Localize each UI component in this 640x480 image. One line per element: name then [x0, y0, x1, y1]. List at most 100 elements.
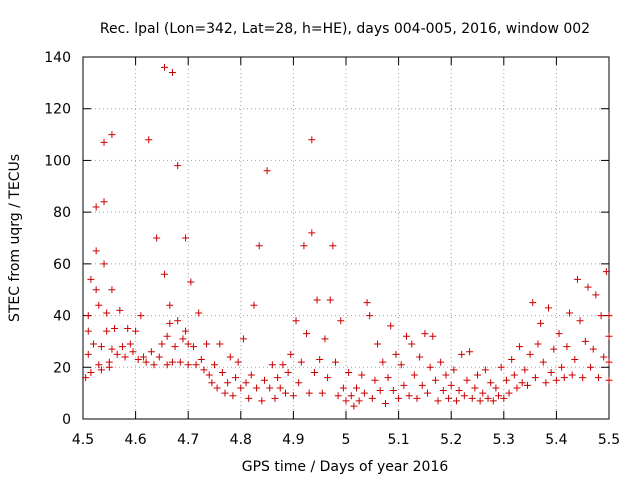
data-point — [466, 348, 474, 356]
data-point — [337, 317, 345, 325]
data-point — [342, 397, 350, 405]
data-point — [605, 312, 613, 320]
data-point — [463, 376, 471, 384]
data-point — [158, 340, 166, 348]
data-point — [523, 381, 531, 389]
data-point — [303, 330, 311, 338]
data-point — [426, 363, 434, 371]
data-point — [134, 356, 142, 364]
data-point — [495, 392, 503, 400]
x-tick-label: 5.2 — [440, 432, 462, 448]
data-point — [450, 366, 458, 374]
data-point — [182, 234, 190, 242]
data-point — [139, 353, 147, 361]
data-point — [358, 371, 366, 379]
data-point — [179, 335, 187, 343]
data-point — [331, 358, 339, 366]
data-point — [118, 343, 126, 351]
data-point — [300, 242, 308, 250]
data-point — [124, 325, 132, 332]
data-point — [505, 389, 513, 397]
data-point — [126, 340, 134, 348]
data-point — [250, 301, 258, 309]
data-point — [176, 358, 184, 366]
data-point — [366, 312, 374, 320]
data-point — [389, 387, 397, 395]
data-point — [534, 340, 542, 348]
data-point — [600, 353, 608, 361]
data-point — [221, 389, 229, 397]
data-point — [550, 345, 558, 353]
data-point — [247, 371, 255, 379]
data-point — [195, 309, 203, 317]
data-point — [97, 366, 105, 374]
data-point — [168, 69, 176, 77]
data-point — [316, 356, 324, 364]
data-point — [268, 361, 276, 369]
x-tick-label: 5.4 — [545, 432, 567, 448]
data-point — [350, 402, 358, 410]
data-point — [276, 384, 284, 392]
data-point — [87, 275, 95, 283]
data-point — [253, 384, 261, 392]
data-point — [605, 332, 613, 340]
data-point — [460, 392, 468, 400]
y-tick-label: 40 — [53, 309, 71, 325]
data-point — [103, 309, 111, 317]
data-point — [329, 242, 337, 250]
data-point — [318, 389, 326, 397]
data-point — [305, 389, 313, 397]
y-tick-label: 140 — [44, 50, 71, 66]
data-point — [234, 358, 242, 366]
data-point — [434, 397, 442, 405]
x-tick-label: 5.1 — [387, 432, 409, 448]
data-point — [397, 361, 405, 369]
data-point — [161, 270, 169, 278]
data-point — [526, 350, 534, 358]
data-point — [166, 301, 174, 309]
x-tick-label: 4.6 — [124, 432, 146, 448]
data-point — [521, 366, 529, 374]
data-point — [100, 198, 108, 206]
data-point — [226, 353, 234, 361]
data-point — [171, 343, 179, 351]
data-point — [371, 376, 379, 384]
data-point — [552, 376, 560, 384]
y-axis-ticks: 0 20 40 60 80 100 120 140 — [44, 50, 609, 428]
data-point — [103, 327, 111, 335]
data-point — [174, 162, 182, 170]
data-point — [439, 387, 447, 395]
data-point — [579, 374, 587, 382]
data-point — [168, 358, 176, 366]
data-point — [84, 327, 92, 335]
data-point — [282, 389, 290, 397]
data-point — [376, 387, 384, 395]
data-point — [497, 363, 505, 371]
data-point — [84, 350, 92, 358]
x-tick-label: 5 — [342, 432, 351, 448]
data-point — [500, 394, 508, 402]
data-point — [594, 374, 602, 382]
data-point — [108, 345, 116, 353]
data-point — [116, 306, 124, 314]
data-point — [573, 275, 581, 283]
data-point — [481, 366, 489, 374]
y-tick-label: 80 — [53, 205, 71, 221]
data-point — [208, 379, 216, 387]
data-point — [82, 374, 90, 382]
data-point — [308, 136, 316, 144]
data-point — [105, 358, 113, 366]
x-tick-label: 5.5 — [598, 432, 620, 448]
data-point — [384, 374, 392, 382]
data-point — [413, 394, 421, 402]
data-point — [529, 299, 537, 307]
data-point — [489, 397, 497, 405]
y-axis-label: STEC from uqrg / TECUs — [7, 154, 23, 322]
data-point — [90, 340, 98, 348]
data-point — [555, 330, 563, 338]
data-point — [508, 356, 516, 364]
data-point — [408, 340, 416, 348]
data-point — [153, 234, 161, 242]
data-point — [602, 268, 610, 276]
data-point — [92, 247, 100, 255]
